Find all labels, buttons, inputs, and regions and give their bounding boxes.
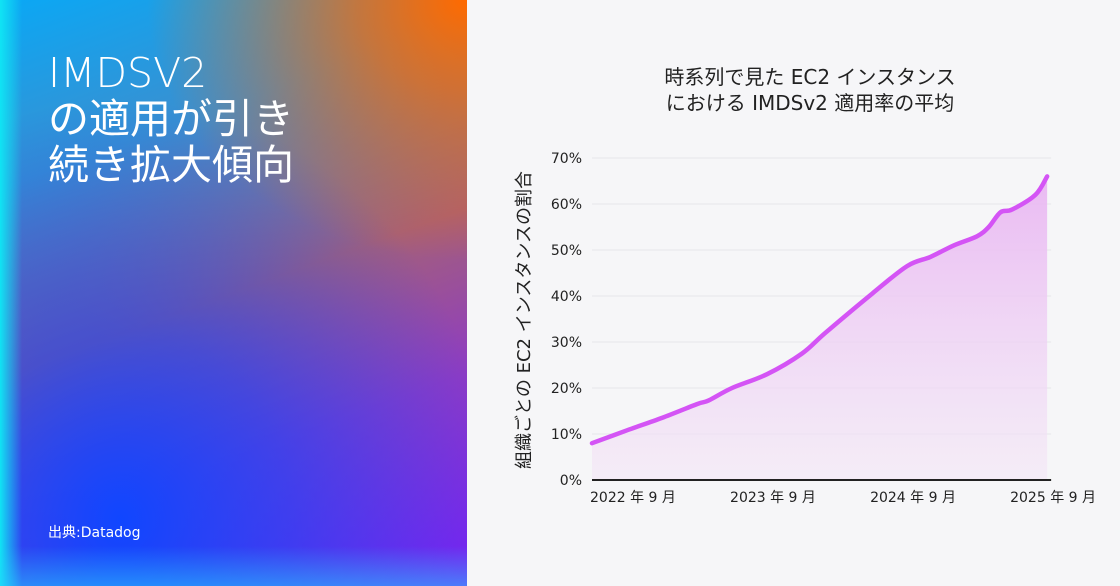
gradient-edge	[0, 0, 22, 586]
x-tick-label: 2024 年 9 月	[870, 490, 956, 506]
y-tick-label: 50%	[551, 243, 582, 259]
x-tick-label: 2023 年 9 月	[730, 490, 816, 506]
hero-panel: IMDSV2 の適用が引き 続き拡大傾向 出典:Datadog	[0, 0, 467, 586]
y-tick-label: 40%	[551, 289, 582, 305]
y-tick-label: 30%	[551, 335, 582, 351]
chart-title: 時系列で見た EC2 インスタンス における IMDSv2 適用率の平均	[664, 65, 956, 115]
y-tick-label: 70%	[551, 151, 582, 167]
x-tick-label: 2025 年 9 月	[1010, 490, 1096, 506]
x-tick-label: 2022 年 9 月	[590, 490, 676, 506]
y-tick-label: 60%	[551, 197, 582, 213]
y-tick-label: 20%	[551, 381, 582, 397]
source-credit: 出典:Datadog	[48, 525, 141, 541]
y-tick-label: 10%	[551, 427, 582, 443]
gradient-bottom	[0, 546, 467, 586]
headline: IMDSV2 の適用が引き 続き拡大傾向	[48, 49, 294, 189]
area-fill	[592, 176, 1048, 480]
y-tick-label: 0%	[560, 473, 582, 489]
